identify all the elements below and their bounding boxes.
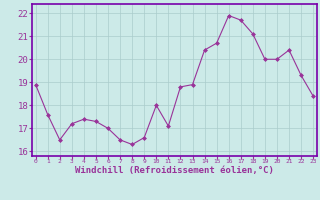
X-axis label: Windchill (Refroidissement éolien,°C): Windchill (Refroidissement éolien,°C) (75, 166, 274, 175)
